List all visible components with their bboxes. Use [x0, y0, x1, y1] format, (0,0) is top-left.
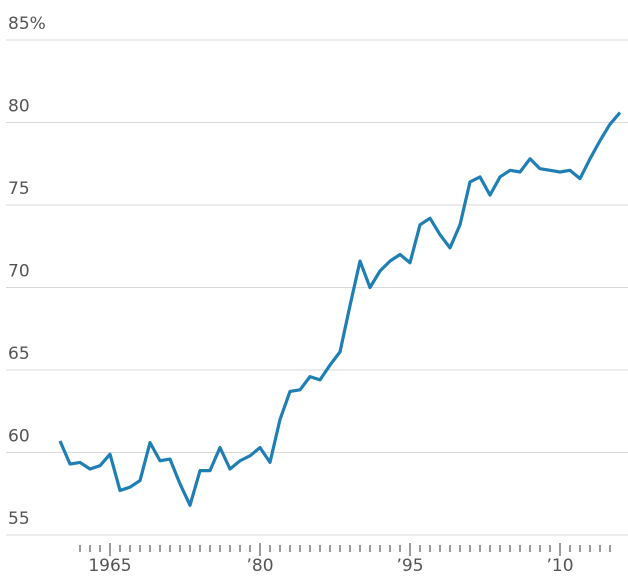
- y-tick-label: 85%: [8, 14, 46, 34]
- x-tick-label: ’80: [246, 556, 273, 576]
- data-line: [58, 111, 622, 507]
- y-tick-label: 65: [8, 344, 30, 364]
- y-tick-label: 80: [8, 97, 30, 117]
- y-tick-label: 55: [8, 509, 30, 529]
- y-tick-label: 60: [8, 427, 30, 447]
- y-tick-label: 75: [8, 179, 30, 199]
- x-tick-label: ’10: [546, 556, 573, 576]
- x-tick-label: 1965: [88, 556, 131, 576]
- y-tick-label: 70: [8, 262, 30, 282]
- x-tick-label: ’95: [396, 556, 423, 576]
